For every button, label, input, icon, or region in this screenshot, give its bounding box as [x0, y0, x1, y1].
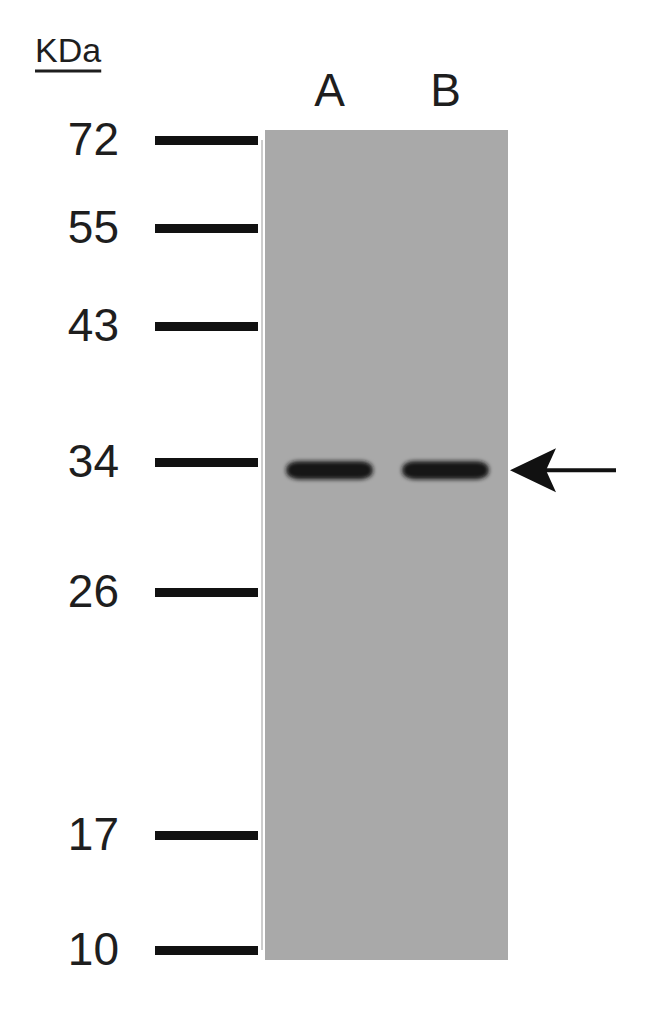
marker-bar — [155, 136, 258, 145]
marker-bar — [155, 224, 258, 233]
marker-bar — [155, 588, 258, 597]
tick-label: 17 — [68, 808, 119, 860]
marker-bar — [155, 322, 258, 331]
band — [286, 461, 372, 479]
tick: 72 — [68, 113, 258, 165]
tick-label: 34 — [68, 435, 119, 487]
tick: 10 — [68, 923, 258, 975]
band — [402, 461, 488, 479]
axis-line — [262, 140, 263, 950]
tick-label: 43 — [68, 299, 119, 351]
marker-bar — [155, 946, 258, 955]
lane-label: B — [430, 64, 461, 116]
arrow-head — [510, 448, 556, 492]
tick-label: 55 — [68, 201, 119, 253]
tick: 55 — [68, 201, 258, 253]
marker-bar — [155, 458, 258, 467]
marker-axis: 72 55 43 34 26 17 10 — [68, 113, 262, 975]
tick-label: 26 — [68, 565, 119, 617]
arrow-shaft — [540, 468, 616, 472]
tick: 17 — [68, 808, 258, 860]
tick-label: 10 — [68, 923, 119, 975]
unit-label: KDa — [35, 31, 101, 69]
tick: 43 — [68, 299, 258, 351]
bands — [286, 461, 488, 479]
tick: 34 — [68, 435, 258, 487]
marker-bar — [155, 831, 258, 840]
tick-label: 72 — [68, 113, 119, 165]
lane-label: A — [314, 64, 345, 116]
figure: 72 55 43 34 26 17 10 KDa A B — [0, 0, 650, 1016]
unit-underline — [35, 70, 101, 73]
membrane — [265, 130, 508, 960]
tick: 26 — [68, 565, 258, 617]
